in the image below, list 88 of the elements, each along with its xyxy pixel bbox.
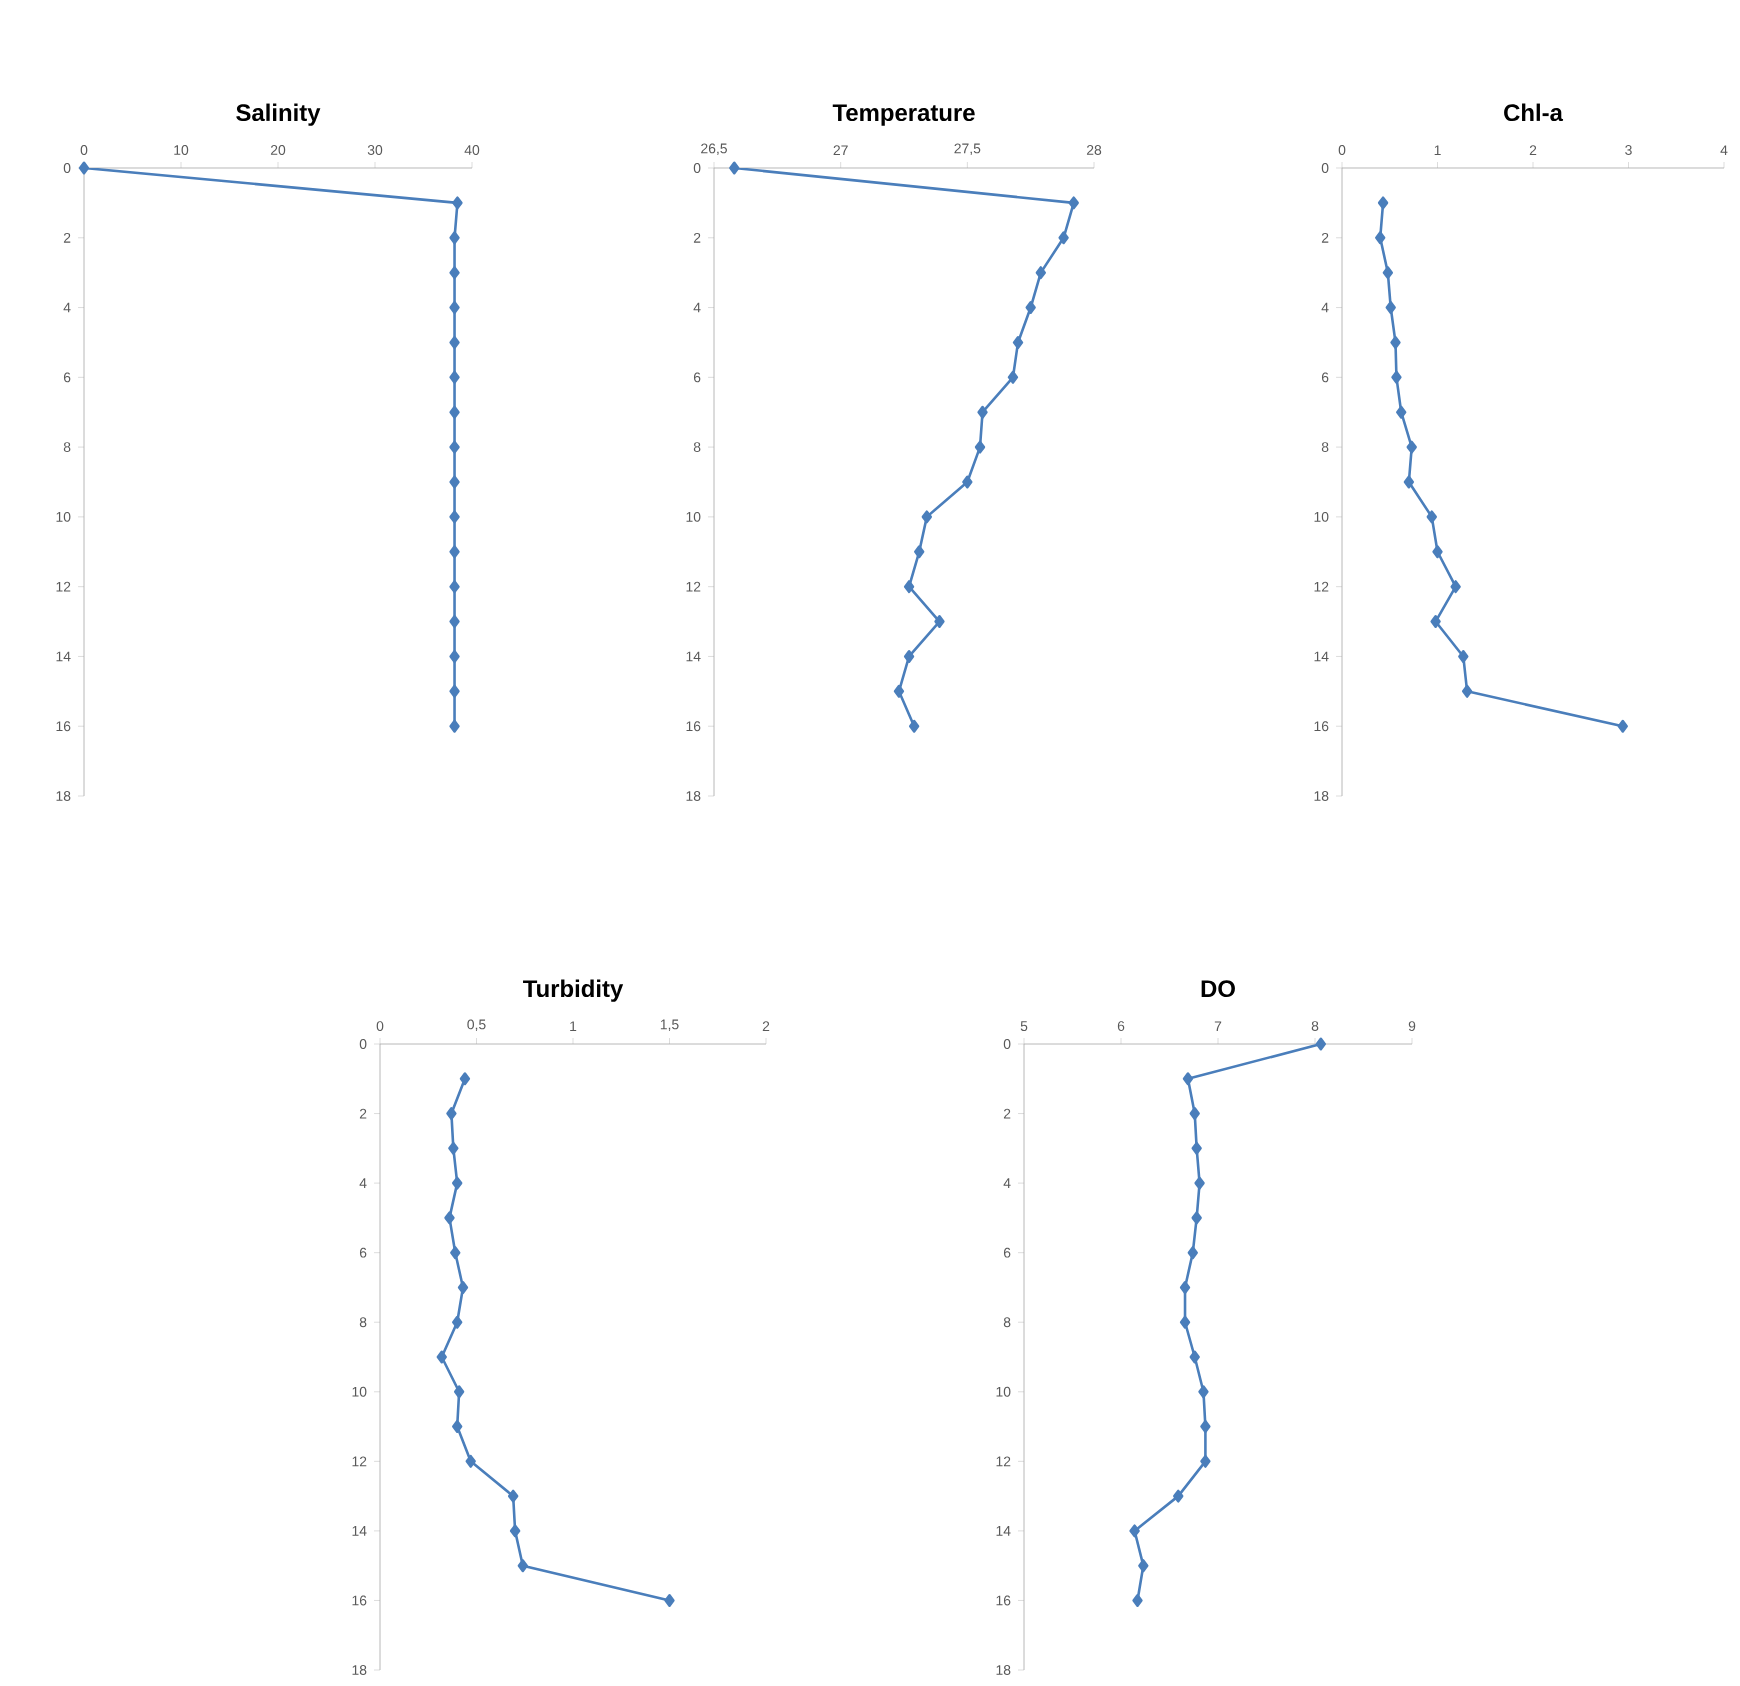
point [507, 1489, 519, 1503]
point [1035, 266, 1046, 280]
point [729, 161, 740, 175]
point [1191, 1211, 1202, 1225]
chart-title: Turbidity [523, 979, 624, 1002]
point [457, 1280, 469, 1294]
point [1385, 301, 1396, 315]
point [1182, 1072, 1194, 1086]
point [1200, 1454, 1211, 1468]
point [459, 1072, 471, 1086]
point [1191, 1141, 1202, 1155]
point [1450, 580, 1461, 594]
point [449, 440, 460, 454]
point [921, 510, 932, 524]
point [1012, 335, 1024, 349]
point [1375, 231, 1386, 245]
point [449, 301, 460, 315]
point [1426, 510, 1437, 524]
point [1390, 335, 1401, 349]
point [446, 1107, 457, 1121]
point [908, 719, 920, 733]
point [449, 545, 460, 559]
point [893, 684, 905, 698]
point [664, 1593, 675, 1607]
point [1396, 405, 1407, 419]
point [914, 545, 925, 559]
point [452, 1176, 463, 1190]
point [450, 1246, 461, 1260]
point [1025, 301, 1036, 315]
point [903, 649, 915, 663]
chart-title: DO [1201, 980, 1235, 998]
point [1189, 1107, 1200, 1121]
point [1058, 231, 1069, 245]
point [448, 1141, 459, 1155]
point [449, 510, 460, 524]
point [452, 1420, 463, 1434]
point [1403, 475, 1415, 489]
point [1007, 370, 1019, 384]
point [1194, 1176, 1205, 1190]
point [449, 405, 460, 419]
point [1617, 719, 1628, 733]
point [449, 719, 460, 733]
point [465, 1454, 476, 1468]
point [449, 580, 460, 594]
point [1200, 1420, 1211, 1434]
chart-title: Chl-a [1504, 103, 1564, 122]
point [903, 580, 915, 594]
point [1406, 440, 1417, 454]
point [1198, 1385, 1209, 1399]
point [452, 196, 463, 210]
point [1461, 684, 1473, 698]
point [1377, 196, 1389, 210]
point [1187, 1246, 1198, 1260]
point [1315, 1037, 1327, 1051]
point [1430, 615, 1441, 629]
point [509, 1524, 521, 1538]
point [1382, 266, 1394, 280]
point [452, 1315, 463, 1329]
chart-title: Salinity [236, 103, 321, 126]
point [1173, 1489, 1184, 1503]
chart-title: Temperature [832, 104, 975, 126]
point [449, 684, 460, 698]
point [1179, 1315, 1191, 1329]
point [934, 615, 945, 629]
point [78, 161, 90, 175]
point [1138, 1559, 1149, 1573]
point [1458, 649, 1469, 663]
point [449, 370, 460, 384]
point [453, 1385, 465, 1399]
point [436, 1350, 447, 1364]
point [444, 1211, 455, 1225]
point [1068, 196, 1079, 210]
point [977, 405, 988, 419]
point [449, 649, 460, 663]
point [449, 231, 460, 245]
point [449, 615, 460, 629]
point [1189, 1350, 1200, 1364]
point [517, 1559, 529, 1573]
point [1132, 1593, 1143, 1607]
point [1432, 545, 1443, 559]
point [1129, 1524, 1140, 1538]
point [1179, 1280, 1191, 1294]
point [1391, 370, 1402, 384]
point [449, 475, 460, 489]
point [449, 335, 460, 349]
point [962, 475, 973, 489]
point [974, 440, 986, 454]
point [449, 266, 460, 280]
